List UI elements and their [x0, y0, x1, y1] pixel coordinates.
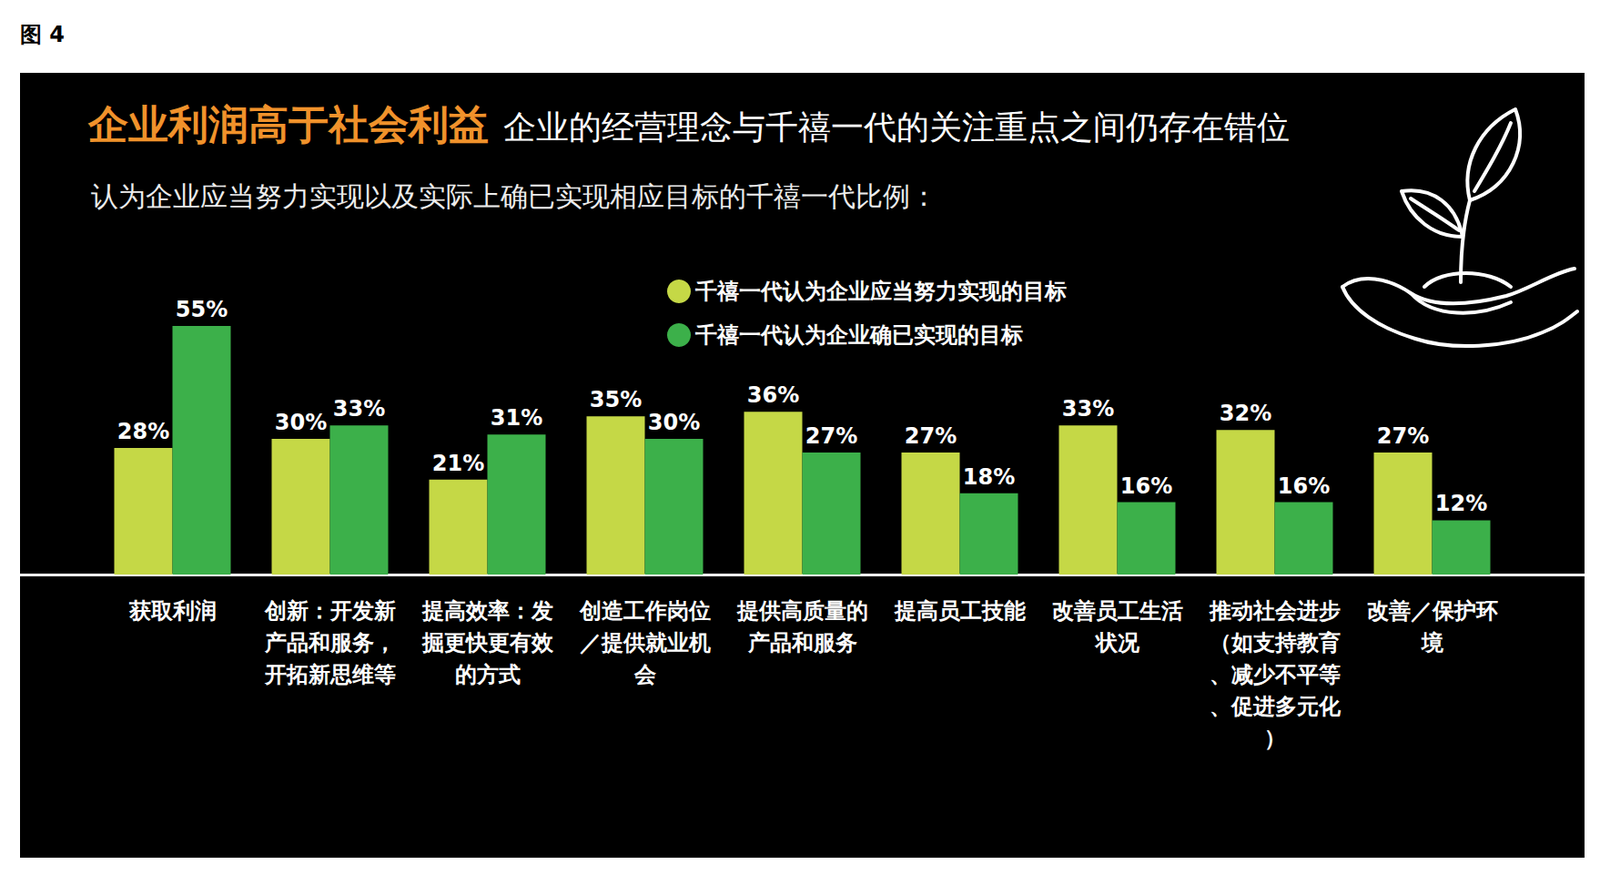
svg-text:35%: 35% — [589, 386, 642, 413]
html-text:图 4: 图 4 — [20, 21, 65, 48]
svg-text:改善／保护环: 改善／保护环 — [1367, 597, 1499, 624]
html-text:认为企业应当努力实现以及实际上确已实现相应目标的千禧一代比例: 认为企业应当努力实现以及实际上确已实现相应目标的千禧一代比例： — [91, 180, 938, 213]
svg-text:提高效率：发: 提高效率：发 — [421, 597, 554, 624]
svg-text:创新：开发新: 创新：开发新 — [263, 597, 396, 624]
svg-text:27%: 27% — [1377, 423, 1429, 449]
svg-text:千禧一代认为企业确已实现的目标: 千禧一代认为企业确已实现的目标 — [694, 322, 1023, 348]
svg-text:55%: 55% — [175, 296, 228, 323]
svg-text:12%: 12% — [1435, 490, 1488, 517]
svg-text:创造工作岗位: 创造工作岗位 — [578, 597, 711, 624]
svg-text:、减少不平等: 、减少不平等 — [1209, 661, 1341, 688]
svg-text:推动社会进步: 推动社会进步 — [1208, 597, 1341, 624]
svg-text:会: 会 — [633, 661, 657, 688]
svg-text:境: 境 — [1420, 629, 1444, 656]
svg-text:33%: 33% — [1062, 395, 1114, 422]
svg-text:32%: 32% — [1219, 400, 1272, 426]
svg-text:、促进多元化: 、促进多元化 — [1209, 693, 1342, 719]
svg-text:16%: 16% — [1277, 473, 1330, 499]
svg-text:36%: 36% — [747, 382, 800, 408]
svg-text:获取利润: 获取利润 — [128, 597, 217, 624]
svg-text:的方式: 的方式 — [455, 661, 521, 688]
svg-text:16%: 16% — [1120, 473, 1173, 499]
svg-text:开拓新思维等: 开拓新思维等 — [263, 661, 396, 688]
svg-text:状况: 状况 — [1093, 629, 1141, 656]
svg-text:提高员工技能: 提高员工技能 — [893, 597, 1026, 624]
html-text:企业利润高于社会利益 企业的经营理念与千禧一代的关注重点之间: 企业利润高于社会利益 企业的经营理念与千禧一代的关注重点之间仍存在错位 — [88, 101, 1290, 148]
svg-text:27%: 27% — [904, 423, 957, 449]
svg-text:千禧一代认为企业应当努力实现的目标: 千禧一代认为企业应当努力实现的目标 — [694, 278, 1067, 304]
svg-text:28%: 28% — [117, 418, 170, 445]
svg-text:产品和服务，: 产品和服务， — [263, 629, 396, 656]
svg-text:27%: 27% — [805, 423, 858, 449]
svg-text:）: ） — [1264, 725, 1287, 751]
svg-text:31%: 31% — [490, 405, 543, 431]
svg-text:改善员工生活: 改善员工生活 — [1052, 597, 1184, 624]
svg-text:33%: 33% — [333, 395, 385, 422]
svg-text:21%: 21% — [432, 450, 485, 476]
svg-text:提供高质量的: 提供高质量的 — [736, 597, 869, 624]
svg-text:（如支持教育: （如支持教育 — [1209, 629, 1341, 656]
svg-text:30%: 30% — [274, 409, 327, 436]
svg-text:掘更快更有效: 掘更快更有效 — [421, 629, 555, 656]
svg-text:30%: 30% — [648, 409, 700, 436]
svg-text:产品和服务: 产品和服务 — [747, 629, 858, 656]
svg-text:18%: 18% — [962, 464, 1015, 490]
svg-text:／提供就业机: ／提供就业机 — [579, 629, 711, 656]
